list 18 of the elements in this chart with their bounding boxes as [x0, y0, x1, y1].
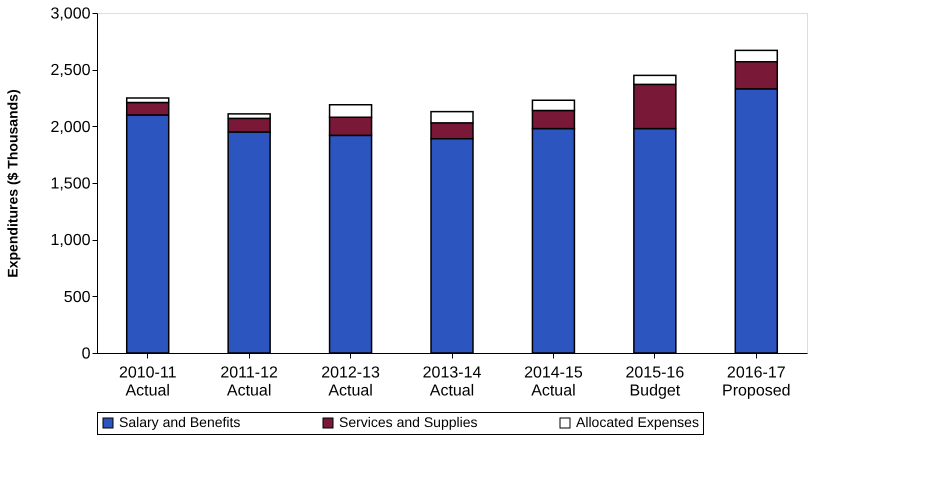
x-tick-label: 2011-12 Actual — [220, 364, 278, 400]
x-tick-label: 2016-17 Proposed — [722, 364, 791, 400]
legend-label: Salary and Benefits — [119, 414, 240, 430]
y-tick-label: 1,500 — [50, 176, 91, 192]
legend-label: Services and Supplies — [339, 414, 478, 430]
x-tick-label: 2013-14 Actual — [422, 364, 482, 400]
y-tick-label: 500 — [64, 288, 91, 306]
y-tick-label: 1,000 — [50, 232, 91, 250]
y-tick-label: 0 — [82, 346, 91, 362]
y-tick-label: 3,000 — [50, 6, 91, 22]
y-tick-label: 2,500 — [50, 62, 91, 80]
x-tick-label: 2010-11 Actual — [118, 364, 177, 400]
x-tick-label: 2015-16 Budget — [626, 364, 684, 400]
legend-label: Allocated Expenses — [576, 414, 699, 430]
x-tick-label: 2014-15 Actual — [524, 364, 583, 400]
y-axis-title: Expenditures ($ Thousands) — [4, 89, 20, 278]
y-tick-label: 2,000 — [50, 118, 91, 136]
x-tick-label: 2012-13 Actual — [321, 364, 380, 400]
